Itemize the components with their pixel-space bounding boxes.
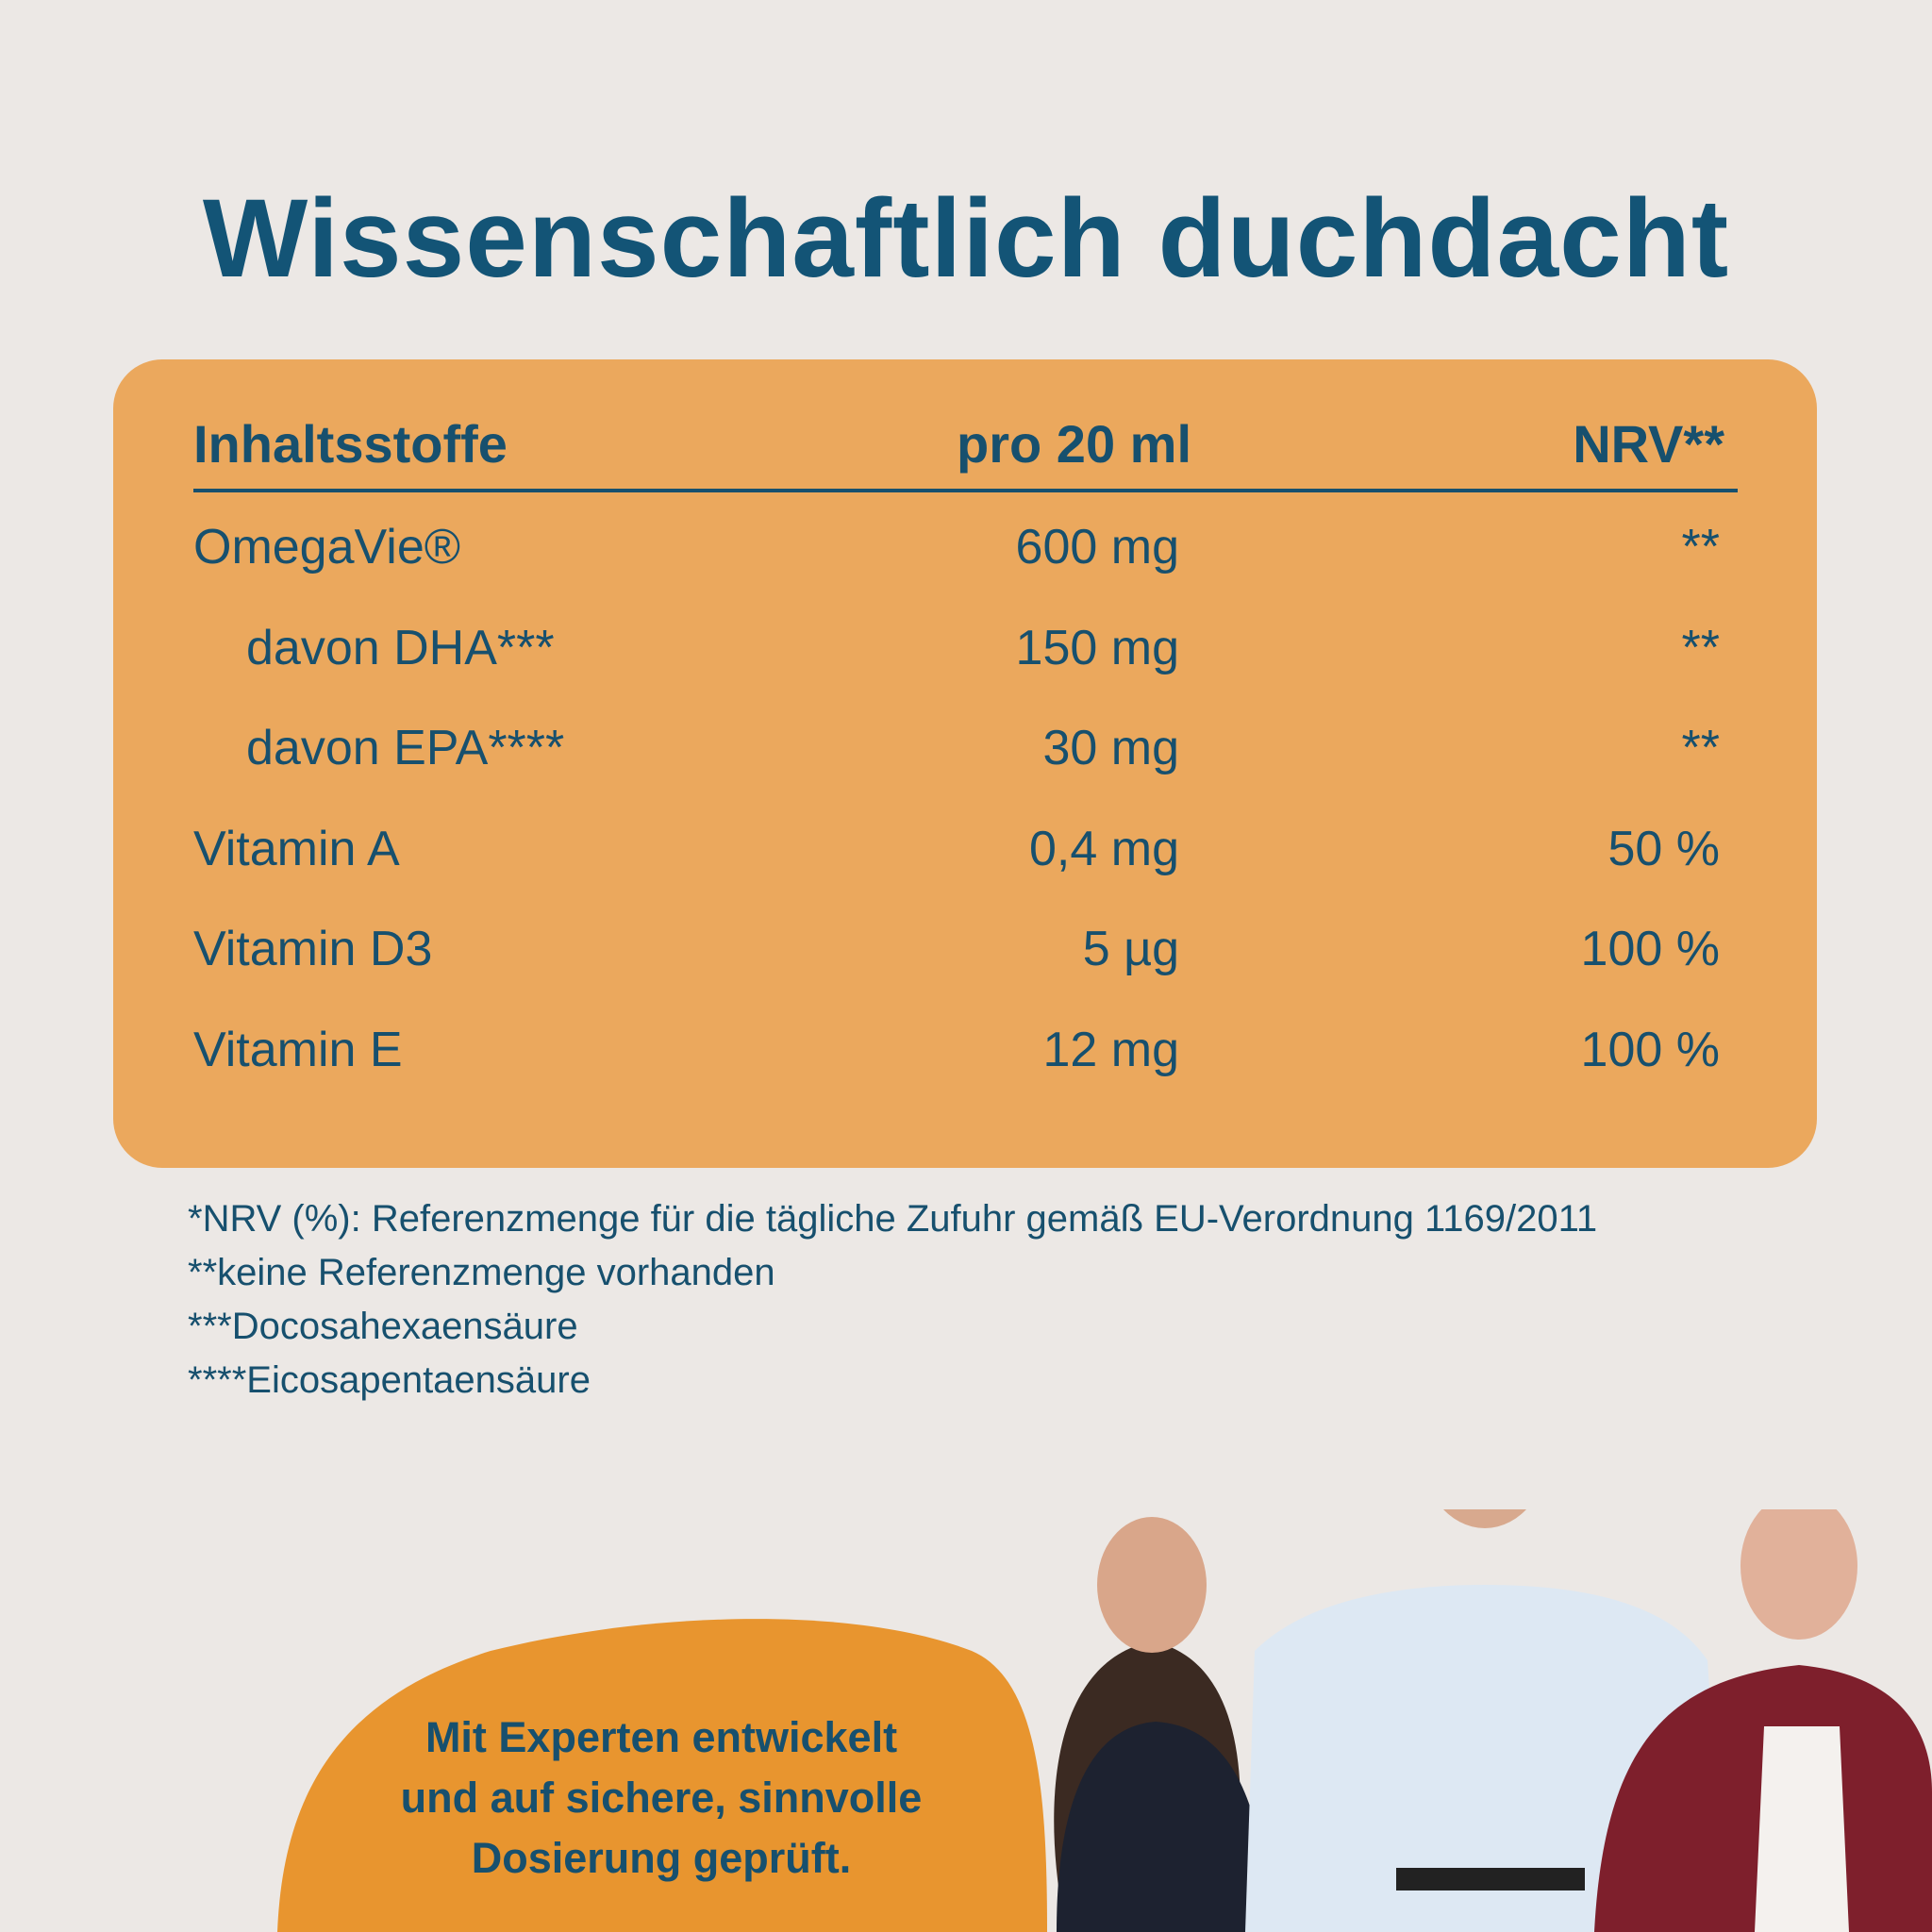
person xyxy=(1097,1517,1207,1653)
person xyxy=(1443,1509,1526,1528)
nrv: 100 % xyxy=(1580,922,1720,976)
badge-text: und auf sichere, sinnvolle xyxy=(400,1774,923,1822)
ingredient: OmegaVie® xyxy=(193,520,461,575)
illustration xyxy=(277,1509,1932,1932)
ingredient: Vitamin A xyxy=(193,821,400,876)
person xyxy=(1396,1868,1585,1890)
footnote: *NRV (%): Referenzmenge für die tägliche… xyxy=(188,1198,1598,1240)
nrv: ** xyxy=(1681,620,1720,675)
amount: 150 mg xyxy=(1015,620,1179,675)
title: Wissenschaftlich duchdacht xyxy=(202,176,1730,301)
ingredient: Vitamin D3 xyxy=(193,922,433,976)
nrv: 100 % xyxy=(1580,1022,1720,1077)
footnote: ****Eicosapentaensäure xyxy=(188,1359,591,1401)
badge-text: Dosierung geprüft. xyxy=(471,1834,852,1882)
ingredient: Vitamin E xyxy=(193,1022,403,1077)
amount: 30 mg xyxy=(1042,721,1179,775)
table-header: NRV** xyxy=(1573,414,1724,474)
nrv: ** xyxy=(1681,520,1720,575)
table-panel xyxy=(113,359,1817,1168)
amount: 0,4 mg xyxy=(1029,821,1179,876)
ingredient: davon EPA**** xyxy=(246,721,565,775)
amount: 12 mg xyxy=(1042,1022,1179,1077)
person xyxy=(1057,1722,1269,1932)
ingredient: davon DHA*** xyxy=(246,620,555,675)
badge-text: Mit Experten entwickelt xyxy=(425,1713,898,1761)
nrv: 50 % xyxy=(1607,821,1720,876)
badge-blob xyxy=(277,1619,1047,1932)
nrv: ** xyxy=(1681,721,1720,775)
person xyxy=(1740,1509,1857,1640)
table-header: pro 20 ml xyxy=(957,414,1191,474)
footnote: ***Docosahexaensäure xyxy=(188,1306,578,1347)
amount: 5 µg xyxy=(1082,922,1179,976)
amount: 600 mg xyxy=(1015,520,1179,575)
table-header: Inhaltsstoffe xyxy=(193,414,508,474)
header-rule xyxy=(193,489,1738,492)
person xyxy=(1755,1726,1849,1932)
footnote: **keine Referenzmenge vorhanden xyxy=(188,1252,775,1293)
